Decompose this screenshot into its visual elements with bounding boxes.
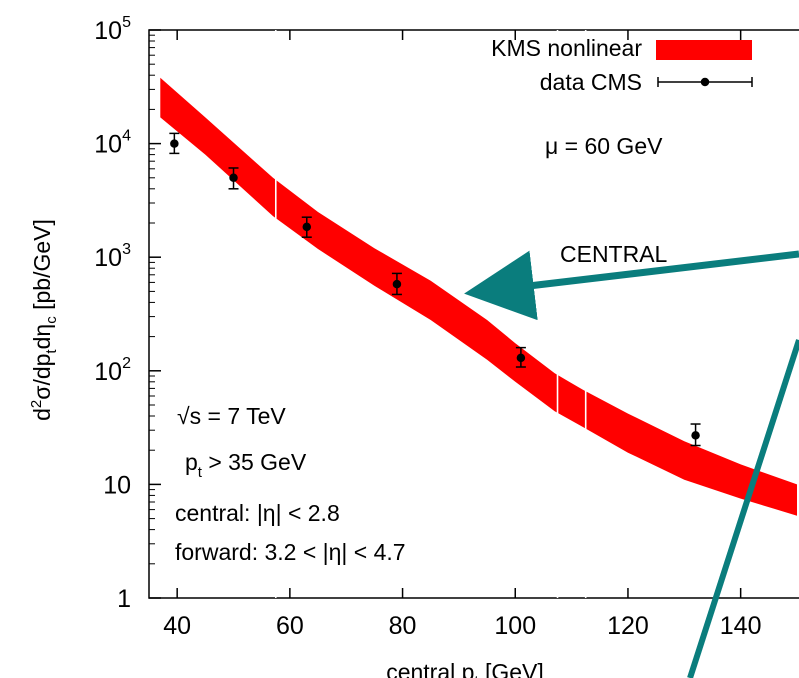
y-tick-label: 104 <box>94 128 131 159</box>
forward-cut-annotation: forward: 3.2 < |η| < 4.7 <box>175 539 406 565</box>
y-tick-label: 103 <box>94 241 131 272</box>
x-tick-label: 80 <box>389 612 417 640</box>
cms-data-point <box>690 423 701 447</box>
central-cut-annotation: central: |η| < 2.8 <box>175 500 340 526</box>
cms-data-point <box>301 216 312 238</box>
kms-nonlinear-band <box>160 77 798 516</box>
legend: KMS nonlinear data CMS <box>491 35 753 95</box>
x-tick-label: 60 <box>276 612 304 640</box>
x-tick-label: 100 <box>494 612 536 640</box>
x-tick-label: 120 <box>607 612 649 640</box>
central-label: CENTRAL <box>560 241 668 267</box>
y-tick-label: 1 <box>117 585 131 613</box>
central-arrow <box>464 250 799 321</box>
cuts-box: √s = 7 TeV pt > 35 GeV central: |η| < 2.… <box>175 403 406 565</box>
pt-cut-annotation: pt > 35 GeV <box>185 449 307 481</box>
legend-swatch-kms <box>656 40 752 60</box>
cms-data-point <box>228 167 239 190</box>
cms-data-point <box>391 272 402 296</box>
plot-frame <box>148 29 799 599</box>
legend-label-cms: data CMS <box>540 69 642 95</box>
y-axis-label: d2σ/dptdηc [pb/GeV] <box>28 219 60 421</box>
cms-data-point <box>515 346 526 368</box>
y-tick-label: 105 <box>94 14 131 45</box>
y-tick-label: 10 <box>103 471 131 499</box>
x-tick-label: 40 <box>163 612 191 640</box>
sqrt-s-annotation: √s = 7 TeV <box>177 403 286 429</box>
x-tick-label: 140 <box>720 612 762 640</box>
cms-data-point <box>169 132 180 155</box>
y-tick-label: 102 <box>94 355 131 386</box>
legend-symbol-cms <box>657 77 753 87</box>
legend-label-kms: KMS nonlinear <box>491 35 642 61</box>
overlay-line-right <box>687 339 799 678</box>
mu-annotation: μ = 60 GeV <box>545 133 663 159</box>
x-axis-label: central pt [GeV] <box>386 659 544 678</box>
